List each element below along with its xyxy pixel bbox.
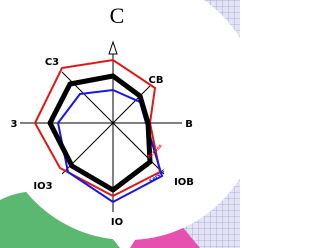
axis-label: IOB xyxy=(174,177,194,188)
axis-label: IO xyxy=(111,217,123,228)
page: {"title": "C", "axes": ["C3", "CB", "B",… xyxy=(0,0,240,248)
diagram: C C3 CB B IOB IO IO3 3 Across Server xyxy=(0,0,240,248)
axis-label: IO3 xyxy=(33,181,52,192)
axis-label: C3 xyxy=(45,57,59,68)
title: C xyxy=(110,3,125,28)
axis-label: CB xyxy=(149,75,164,86)
axis-label: B xyxy=(185,119,193,130)
axis-label: 3 xyxy=(11,119,18,130)
